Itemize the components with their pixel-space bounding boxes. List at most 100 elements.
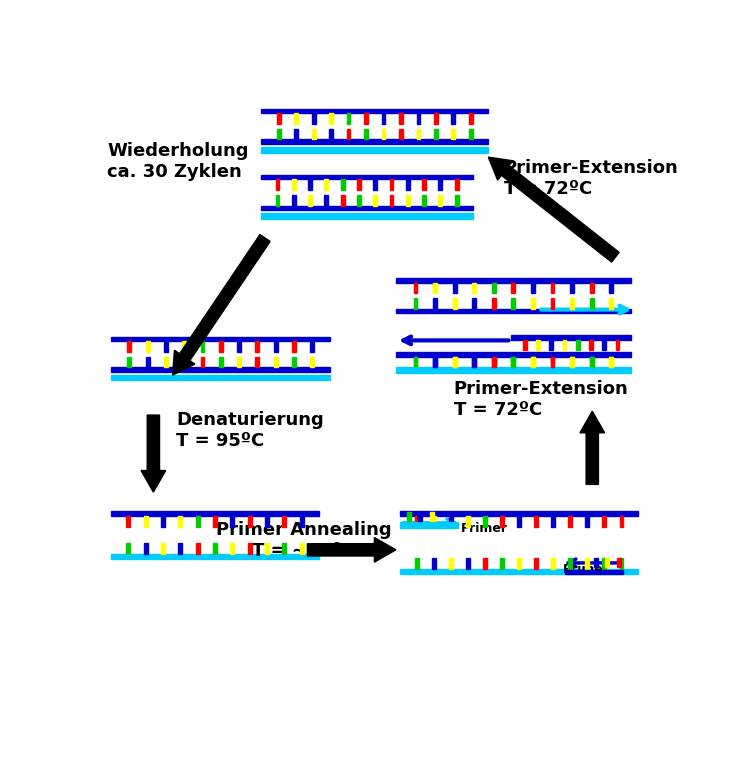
Bar [406, 195, 410, 206]
Bar [562, 340, 566, 351]
Bar [439, 180, 442, 190]
Bar [472, 283, 476, 293]
Bar [389, 180, 394, 190]
Bar [590, 298, 593, 309]
Bar [200, 342, 205, 352]
Bar [312, 128, 316, 139]
Bar [454, 180, 458, 190]
Bar [164, 342, 168, 352]
Text: Primer-Extension
T = 72ºC: Primer-Extension T = 72ºC [454, 380, 628, 419]
Bar [570, 283, 574, 293]
Bar [400, 569, 638, 575]
Bar [230, 516, 234, 526]
Bar [531, 357, 535, 367]
Bar [274, 357, 278, 367]
Bar [310, 342, 314, 352]
Bar [364, 128, 368, 139]
Bar [237, 342, 241, 352]
Bar [265, 516, 268, 526]
Polygon shape [580, 411, 604, 484]
Bar [294, 113, 298, 124]
Bar [602, 516, 606, 526]
Bar [586, 516, 590, 526]
Bar [433, 283, 437, 293]
Bar [422, 180, 426, 190]
Bar [128, 342, 131, 352]
Bar [413, 357, 418, 367]
Bar [329, 128, 333, 139]
Bar [416, 113, 420, 124]
Bar [400, 511, 638, 516]
Bar [277, 128, 280, 139]
Bar [492, 298, 496, 309]
Bar [415, 558, 419, 569]
Bar [550, 283, 554, 293]
Bar [413, 298, 418, 309]
Text: Denaturierung
T = 95ºC: Denaturierung T = 95ºC [176, 411, 324, 450]
Bar [400, 522, 458, 527]
Bar [261, 213, 473, 219]
Bar [590, 283, 593, 293]
Bar [602, 558, 606, 569]
Bar [492, 357, 496, 367]
Bar [415, 516, 419, 526]
Bar [261, 108, 488, 113]
Bar [146, 357, 149, 367]
Bar [200, 357, 205, 367]
Bar [566, 570, 623, 575]
Bar [492, 283, 496, 293]
Bar [308, 180, 312, 190]
Bar [512, 357, 515, 367]
Bar [605, 558, 609, 567]
Bar [594, 558, 598, 567]
Bar [111, 375, 331, 380]
Bar [568, 558, 572, 569]
Bar [178, 543, 182, 554]
Bar [396, 309, 631, 313]
Text: Primer-Extension
T = 72ºC: Primer-Extension T = 72ºC [504, 160, 679, 198]
Bar [534, 558, 538, 569]
Text: Wiederholung
ca. 30 Zyklen: Wiederholung ca. 30 Zyklen [107, 142, 249, 180]
Bar [182, 342, 186, 352]
Bar [466, 558, 470, 569]
Text: Primer Annealing
T = ~50ºC: Primer Annealing T = ~50ºC [216, 521, 392, 560]
Bar [144, 516, 148, 526]
Bar [434, 113, 438, 124]
Bar [469, 113, 472, 124]
Bar [396, 367, 631, 373]
Bar [282, 543, 286, 554]
Bar [292, 357, 296, 367]
Bar [196, 516, 200, 526]
Bar [396, 278, 631, 283]
Bar [261, 147, 488, 153]
Bar [609, 357, 613, 367]
Bar [399, 128, 403, 139]
Text: Primer: Primer [563, 562, 610, 575]
Bar [452, 128, 455, 139]
Bar [265, 543, 268, 554]
Bar [382, 113, 386, 124]
Bar [512, 298, 515, 309]
Bar [230, 543, 234, 554]
Bar [419, 512, 422, 521]
Bar [256, 342, 260, 352]
Bar [586, 558, 590, 569]
Bar [568, 516, 572, 526]
Bar [483, 516, 487, 526]
Bar [570, 298, 574, 309]
Bar [483, 558, 487, 569]
Bar [550, 298, 554, 309]
Bar [340, 195, 344, 206]
Bar [422, 195, 426, 206]
Bar [292, 180, 296, 190]
Bar [439, 195, 442, 206]
Bar [536, 340, 540, 351]
Bar [277, 113, 280, 124]
Bar [396, 352, 631, 357]
Bar [550, 357, 554, 367]
Bar [256, 357, 260, 367]
Bar [340, 180, 344, 190]
Bar [413, 283, 418, 293]
Bar [590, 357, 593, 367]
Bar [292, 195, 296, 206]
